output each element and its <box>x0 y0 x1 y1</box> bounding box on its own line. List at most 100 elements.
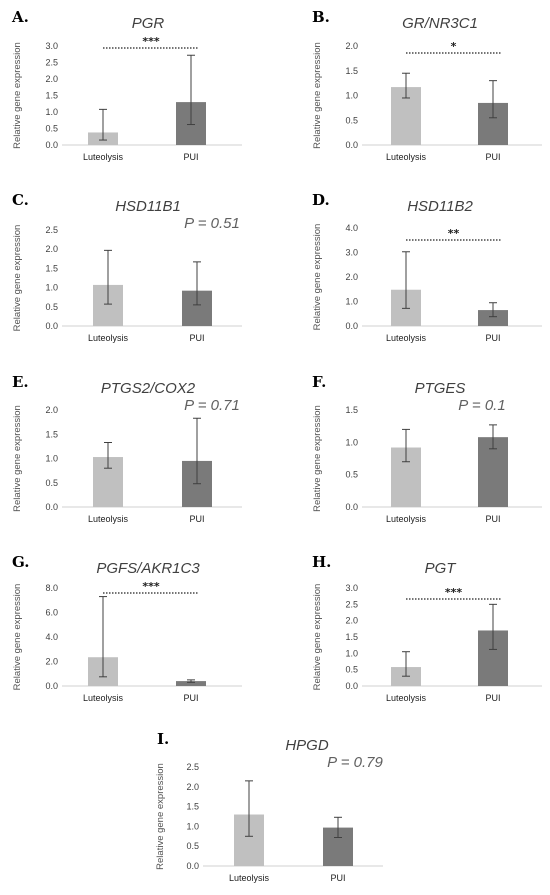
p-value-i: P = 0.79 <box>327 754 383 771</box>
panel-letter-f: F. <box>312 373 326 391</box>
y-tick-label-g: 8.0 <box>45 583 58 593</box>
y-tick-label-a: 3.0 <box>45 41 58 51</box>
y-tick-label-c: 1.0 <box>45 283 58 293</box>
category-label-a: PUI <box>183 152 198 162</box>
panel-letter-d: D. <box>312 191 330 209</box>
category-label-g: Luteolysis <box>83 693 124 703</box>
panel-letter-e: E. <box>12 373 29 391</box>
category-label-c: PUI <box>189 333 204 343</box>
chart-title-h: PGT <box>425 560 458 577</box>
chart-title-e: PTGS2/COX2 <box>101 380 196 397</box>
y-tick-label-c: 0.0 <box>45 321 58 331</box>
y-tick-label-b: 1.5 <box>345 66 358 76</box>
y-tick-label-f: 1.0 <box>345 437 358 447</box>
y-tick-label-e: 1.0 <box>45 454 58 464</box>
y-tick-label-h: 3.0 <box>345 583 358 593</box>
panel-letter-c: C. <box>12 191 29 209</box>
y-tick-label-e: 0.5 <box>45 478 58 488</box>
panel-letter-h: H. <box>312 553 331 571</box>
y-tick-label-b: 1.0 <box>345 91 358 101</box>
y-tick-label-a: 1.5 <box>45 91 58 101</box>
y-tick-label-d: 3.0 <box>345 248 358 258</box>
chart-title-c: HSD11B1 <box>115 198 181 215</box>
panel-letter-b: B. <box>312 8 330 26</box>
y-tick-label-a: 2.0 <box>45 74 58 84</box>
y-tick-label-c: 1.5 <box>45 263 58 273</box>
y-axis-label-h: Relative gene expression <box>312 584 323 691</box>
significance-marker-h: *** <box>445 586 463 599</box>
y-tick-label-g: 2.0 <box>45 657 58 667</box>
panel-letter-g: G. <box>12 553 30 571</box>
category-label-c: Luteolysis <box>88 333 129 343</box>
y-tick-label-b: 0.5 <box>345 115 358 125</box>
y-axis-label-f: Relative gene expression <box>312 405 323 512</box>
y-axis-label-i: Relative gene expression <box>155 763 166 870</box>
y-tick-label-d: 1.0 <box>345 297 358 307</box>
y-tick-label-d: 0.0 <box>345 321 358 331</box>
y-tick-label-h: 1.5 <box>345 632 358 642</box>
category-label-f: PUI <box>485 514 500 524</box>
y-tick-label-a: 1.0 <box>45 107 58 117</box>
category-label-b: PUI <box>485 152 500 162</box>
y-tick-label-b: 2.0 <box>345 41 358 51</box>
category-label-b: Luteolysis <box>386 152 427 162</box>
chart-title-a: PGR <box>132 15 165 32</box>
bar-pui-g <box>176 681 206 686</box>
significance-marker-d: ** <box>448 227 460 240</box>
category-label-h: PUI <box>485 693 500 703</box>
y-tick-label-h: 2.0 <box>345 616 358 626</box>
y-axis-label-g: Relative gene expression <box>12 584 23 691</box>
category-label-e: PUI <box>189 514 204 524</box>
y-axis-label-b: Relative gene expression <box>312 42 323 149</box>
category-label-i: PUI <box>330 873 345 883</box>
p-value-c: P = 0.51 <box>184 215 240 232</box>
y-tick-label-d: 2.0 <box>345 272 358 282</box>
category-label-e: Luteolysis <box>88 514 129 524</box>
y-tick-label-c: 0.5 <box>45 302 58 312</box>
chart-title-g: PGFS/AKR1C3 <box>96 560 200 577</box>
y-tick-label-h: 1.0 <box>345 648 358 658</box>
chart-title-f: PTGES <box>415 380 466 397</box>
y-tick-label-a: 0.5 <box>45 124 58 134</box>
y-tick-label-i: 1.0 <box>186 821 199 831</box>
y-tick-label-e: 0.0 <box>45 502 58 512</box>
y-tick-label-g: 0.0 <box>45 681 58 691</box>
category-label-d: Luteolysis <box>386 333 427 343</box>
y-tick-label-i: 0.0 <box>186 861 199 871</box>
y-tick-label-h: 0.5 <box>345 665 358 675</box>
bar-pui-d <box>478 310 508 326</box>
y-tick-label-c: 2.5 <box>45 225 58 235</box>
category-label-h: Luteolysis <box>386 693 427 703</box>
y-tick-label-i: 2.0 <box>186 782 199 792</box>
panel-letter-i: I. <box>157 730 169 748</box>
significance-marker-b: * <box>451 40 457 53</box>
y-tick-label-f: 0.5 <box>345 470 358 480</box>
y-tick-label-a: 2.5 <box>45 58 58 68</box>
y-tick-label-g: 6.0 <box>45 608 58 618</box>
category-label-f: Luteolysis <box>386 514 427 524</box>
y-axis-label-c: Relative gene expression <box>12 225 23 332</box>
y-tick-label-b: 0.0 <box>345 140 358 150</box>
chart-title-d: HSD11B2 <box>407 198 473 215</box>
significance-marker-a: *** <box>142 35 160 48</box>
chart-title-b: GR/NR3C1 <box>402 15 478 32</box>
y-axis-label-a: Relative gene expression <box>12 42 23 149</box>
y-tick-label-h: 2.5 <box>345 599 358 609</box>
p-value-e: P = 0.71 <box>184 397 240 414</box>
y-axis-label-d: Relative gene expression <box>312 224 323 331</box>
p-value-f: P = 0.1 <box>458 397 505 414</box>
category-label-a: Luteolysis <box>83 152 124 162</box>
y-tick-label-i: 2.5 <box>186 762 199 772</box>
category-label-i: Luteolysis <box>229 873 270 883</box>
significance-marker-g: *** <box>142 580 160 593</box>
y-axis-label-e: Relative gene expression <box>12 405 23 512</box>
y-tick-label-a: 0.0 <box>45 140 58 150</box>
category-label-g: PUI <box>183 693 198 703</box>
y-tick-label-d: 4.0 <box>345 223 358 233</box>
y-tick-label-i: 0.5 <box>186 841 199 851</box>
y-tick-label-i: 1.5 <box>186 802 199 812</box>
y-tick-label-c: 2.0 <box>45 244 58 254</box>
y-tick-label-h: 0.0 <box>345 681 358 691</box>
y-tick-label-e: 1.5 <box>45 429 58 439</box>
y-tick-label-f: 1.5 <box>345 405 358 415</box>
